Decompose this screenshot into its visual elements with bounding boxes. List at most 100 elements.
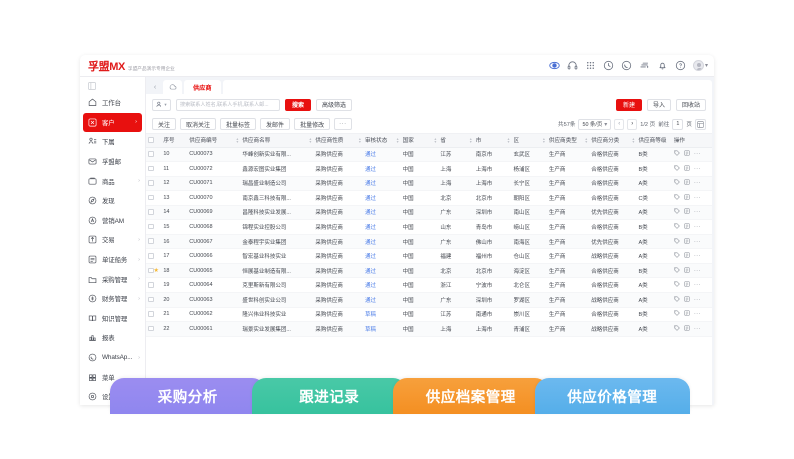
note-icon[interactable] bbox=[684, 150, 690, 158]
column-header-province[interactable]: 省 ▴ ▾ bbox=[438, 134, 474, 148]
note-icon[interactable] bbox=[684, 208, 690, 216]
table-row[interactable]: 11 CU00072 鑫源宏图实业集团 采购供应商 通过 中国 上海 上海市 杨浦区 生产商 合格供… bbox=[146, 161, 712, 177]
more-icon[interactable]: ··· bbox=[693, 224, 701, 230]
cell-name[interactable]: 瑞昌盛业制造公司 bbox=[240, 176, 314, 192]
sidebar-item-10[interactable]: 财务管理 › bbox=[80, 289, 145, 309]
search-input[interactable]: 搜索联系人姓名,联系人手机,联系人邮... bbox=[176, 98, 280, 111]
row-select-cell[interactable] bbox=[146, 277, 162, 293]
tag-icon[interactable] bbox=[674, 281, 680, 289]
note-icon[interactable] bbox=[684, 179, 690, 187]
bulk-tag-button[interactable]: 批量标签 bbox=[220, 118, 257, 130]
cell-name[interactable]: 锦程实业控股公司 bbox=[240, 219, 314, 235]
sidebar-item-11[interactable]: 知识管理 bbox=[80, 309, 145, 329]
more-actions-button[interactable]: ··· bbox=[334, 118, 352, 130]
sidebar-item-3[interactable]: 孚盟邮 bbox=[80, 152, 145, 172]
note-icon[interactable] bbox=[684, 165, 690, 173]
cell-code[interactable]: CU00063 bbox=[187, 292, 241, 308]
bottom-tab-follow-up-records[interactable]: 跟进记录 bbox=[251, 378, 407, 414]
row-checkbox[interactable] bbox=[148, 282, 154, 288]
cell-status[interactable]: 通过 bbox=[362, 234, 401, 250]
sort-icon[interactable]: ▴ ▾ bbox=[309, 136, 312, 145]
column-header-district[interactable]: 区 ▴ ▾ bbox=[511, 134, 547, 148]
bottom-tab-supply-price-management[interactable]: 供应价格管理 bbox=[534, 378, 690, 414]
row-select-cell[interactable] bbox=[146, 248, 162, 264]
column-header-city[interactable]: 市 ▴ ▾ bbox=[473, 134, 512, 148]
cell-name[interactable]: 鑫源宏图实业集团 bbox=[240, 161, 314, 177]
search-button[interactable]: 搜索 bbox=[285, 98, 312, 111]
table-row[interactable]: 22 CU00061 瑞景实业发展集团... 采购供应商 草稿 中国 上海 上海市 青浦区 生产商… bbox=[146, 321, 712, 337]
sidebar-item-7[interactable]: 交易 › bbox=[80, 230, 145, 250]
cell-status[interactable]: 通过 bbox=[362, 205, 401, 221]
link-icon[interactable] bbox=[639, 60, 650, 71]
sort-icon[interactable]: ▴ ▾ bbox=[632, 136, 635, 145]
row-select-cell[interactable] bbox=[146, 205, 162, 221]
cell-name[interactable]: 盛世科创实业公司 bbox=[240, 292, 314, 308]
tag-icon[interactable] bbox=[674, 310, 680, 318]
sort-icon[interactable]: ▴ ▾ bbox=[542, 136, 545, 145]
sidebar-item-15[interactable]: 设置 bbox=[80, 387, 145, 405]
tag-icon[interactable] bbox=[674, 325, 680, 333]
sidebar-collapse-button[interactable] bbox=[80, 79, 145, 93]
row-checkbox[interactable] bbox=[148, 209, 154, 215]
row-checkbox[interactable] bbox=[148, 165, 154, 172]
cell-code[interactable]: CU00065 bbox=[187, 263, 241, 279]
row-checkbox[interactable] bbox=[148, 311, 154, 317]
row-checkbox[interactable] bbox=[148, 267, 154, 274]
cell-code[interactable]: CU00061 bbox=[187, 321, 241, 337]
row-select-cell[interactable] bbox=[146, 307, 162, 323]
sidebar-item-13[interactable]: WhatsAp... › bbox=[80, 348, 145, 368]
more-icon[interactable]: ··· bbox=[693, 180, 701, 187]
tag-icon[interactable] bbox=[674, 208, 680, 216]
sidebar-item-2[interactable]: 下属 bbox=[80, 132, 145, 152]
note-icon[interactable] bbox=[684, 266, 690, 275]
row-select-cell[interactable] bbox=[146, 190, 162, 206]
cell-name[interactable]: 隆兴伟业科技实业 bbox=[240, 307, 314, 323]
row-checkbox[interactable] bbox=[148, 151, 154, 157]
table-row[interactable]: 13 CU00070 南京鑫三科技有限... 采购供应商 通过 中国 北京 北京市 朝阳区 生产商… bbox=[146, 190, 712, 206]
cell-name[interactable]: 金泰程宇实业集团 bbox=[240, 234, 314, 250]
cell-name[interactable]: 昌隆科技实业发展... bbox=[240, 205, 314, 221]
bottom-tab-purchase-analysis[interactable]: 采购分析 bbox=[110, 378, 266, 414]
cell-status[interactable]: 通过 bbox=[362, 147, 401, 163]
more-icon[interactable]: ··· bbox=[693, 194, 701, 201]
sidebar-item-14[interactable]: 菜单 bbox=[80, 367, 145, 387]
next-page-button[interactable]: › bbox=[627, 118, 638, 130]
column-header-nature[interactable]: 供应商性质 ▴ ▾ bbox=[313, 134, 363, 148]
cell-status[interactable]: 通过 bbox=[362, 176, 401, 192]
cell-name[interactable]: 瑞景实业发展集团... bbox=[240, 321, 314, 337]
more-icon[interactable]: ··· bbox=[693, 165, 701, 172]
sidebar-item-0[interactable]: 工作台 bbox=[80, 93, 145, 113]
cell-status[interactable]: 通过 bbox=[362, 219, 401, 235]
sort-icon[interactable]: ▴ ▾ bbox=[469, 136, 472, 145]
tag-icon[interactable] bbox=[674, 296, 680, 304]
headset-icon[interactable] bbox=[567, 60, 578, 71]
table-row[interactable]: 12 CU00071 瑞昌盛业制造公司 采购供应商 通过 中国 上海 上海市 长宁区 生产商 合格供… bbox=[146, 176, 712, 192]
table-row[interactable]: 17 CU00066 智宏基业科技实业 采购供应商 通过 中国 福建 福州市 仓山区 生产商 战略供… bbox=[146, 248, 712, 264]
cell-code[interactable]: CU00068 bbox=[187, 219, 241, 235]
sidebar-item-5[interactable]: 发现 bbox=[80, 191, 145, 211]
sidebar-item-8[interactable]: 单证船务 › bbox=[80, 250, 145, 270]
cell-code[interactable]: CU00069 bbox=[187, 205, 241, 221]
note-icon[interactable] bbox=[684, 237, 690, 246]
table-row[interactable]: 19 CU00064 克里斯新有限公司 采购供应商 通过 中国 浙江 宁波市 北仑区 生产商 合格供… bbox=[146, 277, 712, 293]
star-icon[interactable]: ★ bbox=[153, 268, 159, 275]
cell-name[interactable]: 华峰创新实业有限... bbox=[240, 147, 314, 163]
column-header-country[interactable]: 国家 ▴ ▾ bbox=[400, 134, 439, 148]
tab-home[interactable] bbox=[163, 80, 182, 94]
note-icon[interactable] bbox=[684, 310, 690, 318]
sort-icon[interactable]: ▴ ▾ bbox=[507, 136, 510, 145]
table-row[interactable]: 10 CU00073 华峰创新实业有限... 采购供应商 通过 中国 江苏 南京市 玄武区 生产商… bbox=[146, 147, 712, 163]
row-checkbox[interactable] bbox=[148, 325, 154, 332]
cell-status[interactable]: 通过 bbox=[362, 292, 401, 308]
cell-code[interactable]: CU00067 bbox=[187, 234, 241, 250]
more-icon[interactable]: ··· bbox=[693, 253, 701, 260]
column-header-type[interactable]: 供应商类型 ▴ ▾ bbox=[546, 134, 590, 148]
send-email-button[interactable]: 发邮件 bbox=[260, 118, 291, 130]
cell-code[interactable]: CU00062 bbox=[187, 307, 241, 323]
cell-code[interactable]: CU00070 bbox=[187, 190, 241, 206]
more-icon[interactable]: ··· bbox=[693, 325, 701, 332]
tag-icon[interactable] bbox=[674, 150, 680, 158]
note-icon[interactable] bbox=[684, 223, 690, 231]
more-icon[interactable]: ··· bbox=[693, 267, 701, 274]
tag-icon[interactable] bbox=[674, 194, 680, 202]
